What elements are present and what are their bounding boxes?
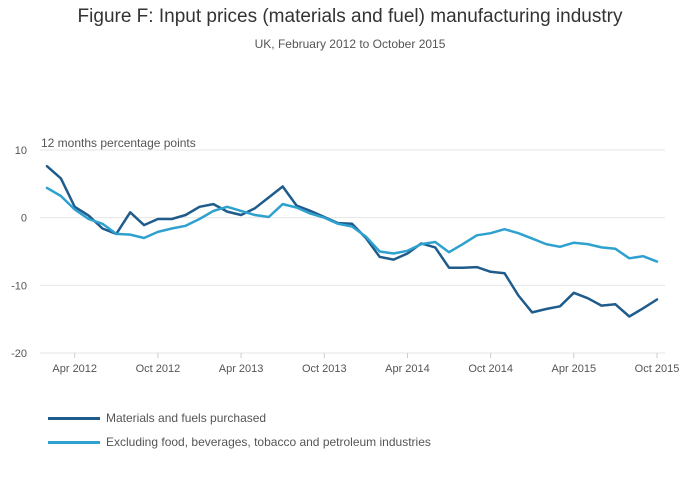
y-tick-label: 10 <box>15 145 27 157</box>
series-line-1 <box>45 186 659 263</box>
legend: Materials and fuels purchased Excluding … <box>48 406 431 454</box>
legend-item-excluding[interactable]: Excluding food, beverages, tobacco and p… <box>48 430 431 454</box>
series-lines <box>45 164 659 318</box>
y-tick-label: 0 <box>21 213 27 225</box>
series-line-0 <box>45 164 659 318</box>
x-tick-label: Oct 2012 <box>136 363 181 375</box>
x-tick-label: Oct 2015 <box>635 363 680 375</box>
legend-label-materials: Materials and fuels purchased <box>106 411 267 425</box>
x-tick-label: Apr 2014 <box>385 363 430 375</box>
x-tick-label: Oct 2013 <box>302 363 347 375</box>
y-tick-label: -10 <box>11 280 27 292</box>
x-tick-labels: Apr 2012 Oct 2012 Apr 2013 Oct 2013 Apr 2014… <box>52 353 679 375</box>
x-tick-label: Apr 2015 <box>551 363 596 375</box>
y-tick-label: -20 <box>11 348 27 360</box>
legend-swatch-materials <box>48 416 100 420</box>
x-tick-label: Oct 2014 <box>468 363 513 375</box>
y-axis-label: 12 months percentage points <box>41 136 196 150</box>
gridlines <box>40 149 665 354</box>
chart-subtitle: UK, February 2012 to October 2015 <box>254 37 446 51</box>
x-tick-label: Apr 2012 <box>52 363 97 375</box>
legend-swatch-excluding <box>48 440 100 444</box>
legend-label-excluding: Excluding food, beverages, tobacco and p… <box>106 435 431 449</box>
y-tick-labels: 10 0 -10 -20 <box>11 145 27 360</box>
x-tick-label: Apr 2013 <box>219 363 264 375</box>
legend-item-materials[interactable]: Materials and fuels purchased <box>48 406 431 430</box>
chart-title: Figure F: Input prices (materials and fu… <box>77 6 623 27</box>
